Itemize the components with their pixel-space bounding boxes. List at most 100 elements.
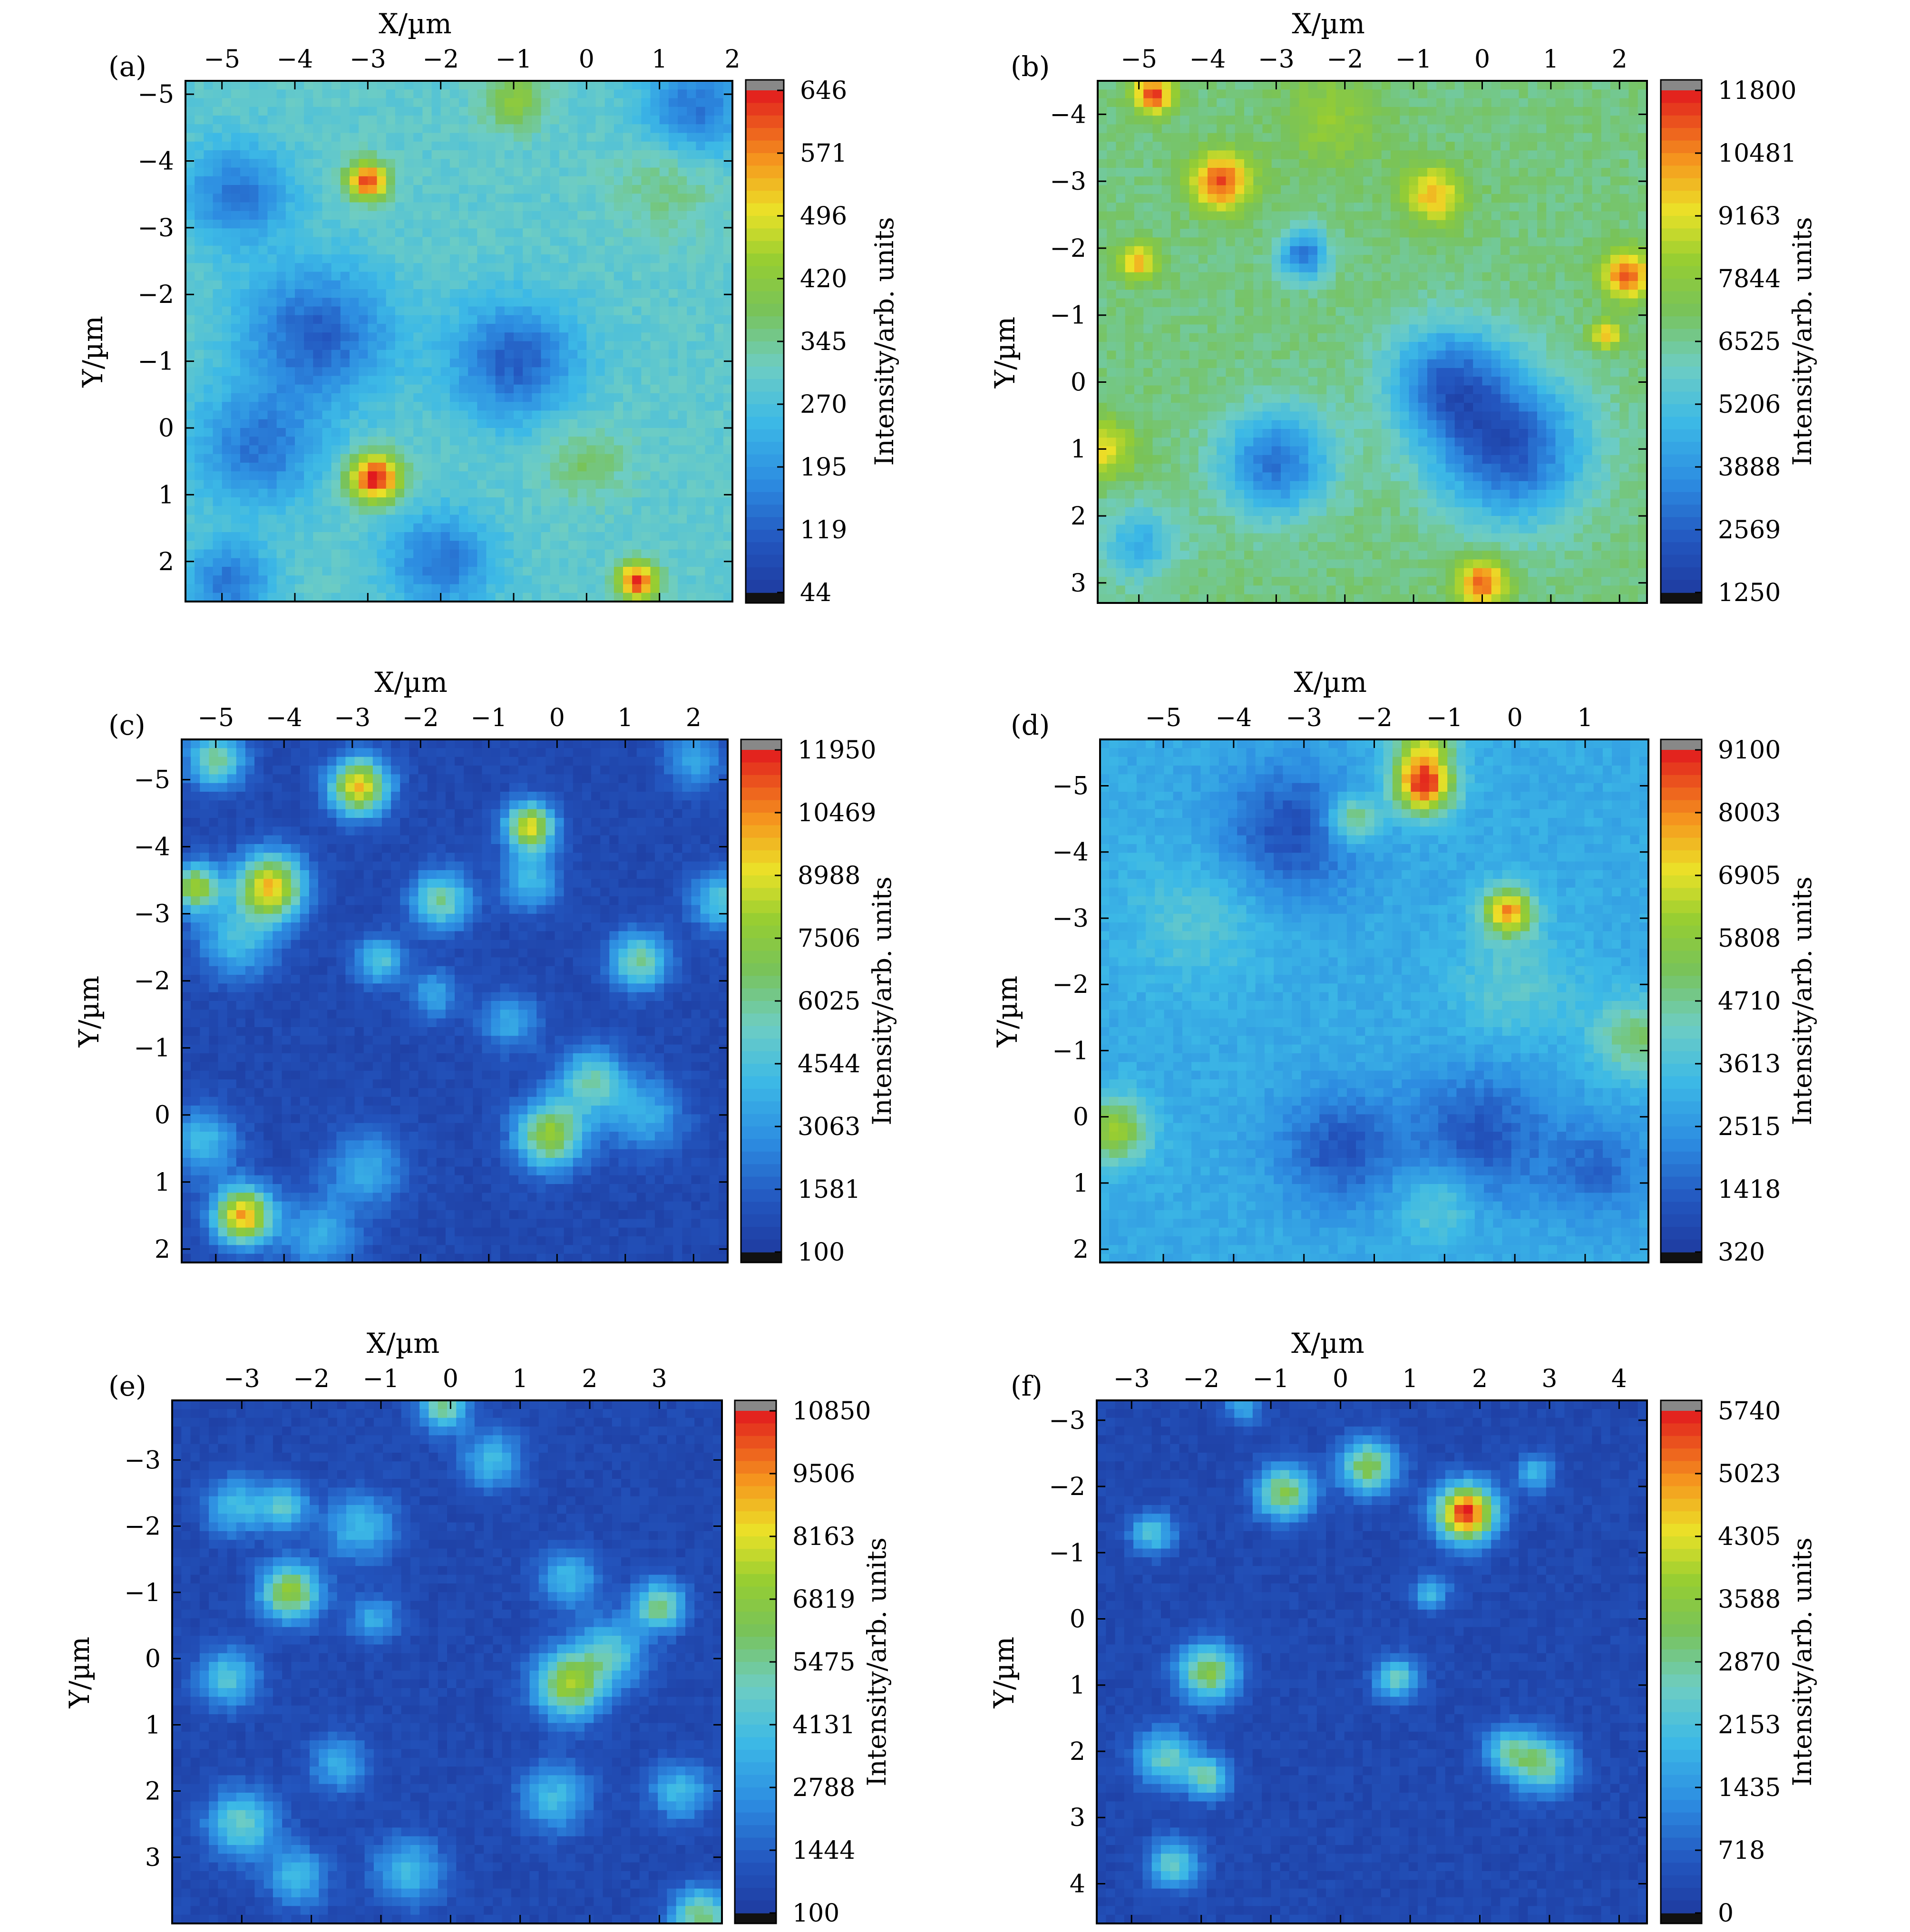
heatmap-cell <box>660 324 669 333</box>
heatmap-cell <box>614 350 624 359</box>
heatmap-cell <box>304 89 313 98</box>
heatmap-cell <box>532 437 541 446</box>
heatmap-cell <box>641 237 651 246</box>
heatmap-cell <box>477 367 487 376</box>
heatmap-cell <box>651 203 660 212</box>
heatmap-cell <box>623 359 633 368</box>
heatmap-cell <box>359 307 368 316</box>
heatmap-cell <box>1199 377 1208 386</box>
heatmap-cell <box>550 515 560 524</box>
heatmap-cell <box>422 541 432 550</box>
heatmap-cell <box>359 558 368 567</box>
heatmap-cell <box>705 203 715 212</box>
heatmap-cell <box>1226 464 1236 473</box>
heatmap-cell <box>404 81 414 90</box>
heatmap-cell <box>514 211 523 220</box>
heatmap-cell <box>277 228 286 237</box>
heatmap-cell <box>341 393 350 402</box>
heatmap-cell <box>222 176 232 185</box>
heatmap-cell <box>1143 473 1153 482</box>
heatmap-cell <box>532 497 541 506</box>
heatmap-cell <box>231 246 241 255</box>
heatmap-cell <box>368 541 377 550</box>
heatmap-cell <box>623 203 633 212</box>
heatmap-cell <box>432 185 441 194</box>
heatmap-cell <box>1189 316 1199 325</box>
heatmap-cell <box>1217 447 1226 456</box>
heatmap-cell <box>523 489 532 498</box>
heatmap-cell <box>213 584 223 593</box>
heatmap-cell <box>1134 585 1144 594</box>
heatmap-cell <box>395 350 405 359</box>
heatmap-cell <box>651 480 660 489</box>
heatmap-cell <box>505 332 514 341</box>
heatmap-cell <box>586 176 596 185</box>
heatmap-cell <box>304 150 313 159</box>
heatmap-cell <box>559 133 569 142</box>
heatmap-cell <box>577 176 587 185</box>
heatmap-cell <box>404 550 414 559</box>
heatmap-cell <box>413 341 423 350</box>
heatmap-cell <box>377 307 387 316</box>
heatmap-cell <box>477 307 487 316</box>
heatmap-cell <box>331 446 341 455</box>
heatmap-cell <box>268 558 277 567</box>
heatmap-cell <box>1153 89 1162 98</box>
heatmap-cell <box>678 315 687 324</box>
heatmap-cell <box>295 402 304 411</box>
heatmap-cell <box>651 246 660 255</box>
heatmap-cell <box>568 124 578 133</box>
heatmap-cell <box>1125 420 1135 429</box>
heatmap-cell <box>413 350 423 359</box>
heatmap-cell <box>1217 386 1226 395</box>
heatmap-cell <box>422 584 432 593</box>
heatmap-cell <box>231 185 241 194</box>
heatmap-cell <box>614 324 624 333</box>
heatmap-cell <box>514 203 523 212</box>
heatmap-cell <box>377 359 387 368</box>
heatmap-cell <box>304 159 313 168</box>
heatmap-cell <box>404 203 414 212</box>
heatmap-cell <box>286 289 295 298</box>
heatmap-cell <box>350 575 359 584</box>
heatmap-cell <box>249 463 259 472</box>
heatmap-cell <box>660 497 669 506</box>
heatmap-cell <box>368 211 377 220</box>
heatmap-cell <box>487 376 496 385</box>
heatmap-cell <box>395 376 405 385</box>
heatmap-cell <box>1180 220 1189 229</box>
heatmap-cell <box>313 272 322 281</box>
heatmap-cell <box>632 124 642 133</box>
heatmap-cell <box>687 454 696 463</box>
heatmap-cell <box>213 246 223 255</box>
heatmap-cell <box>222 228 232 237</box>
heatmap-cell <box>559 185 569 194</box>
heatmap-cell <box>523 350 532 359</box>
heatmap-cell <box>605 385 614 394</box>
heatmap-cell <box>532 332 541 341</box>
heatmap-cell <box>204 359 213 368</box>
heatmap-cell <box>1226 560 1236 569</box>
heatmap-cell <box>1171 281 1180 290</box>
heatmap-cell <box>1134 394 1144 403</box>
heatmap-cell <box>249 89 259 98</box>
heatmap-cell <box>541 428 551 437</box>
heatmap-cell <box>1281 89 1290 98</box>
heatmap-cell <box>386 385 396 394</box>
heatmap-cell <box>1208 350 1217 359</box>
heatmap-cell <box>596 376 605 385</box>
heatmap-cell <box>1153 429 1162 438</box>
heatmap-cell <box>195 350 204 359</box>
heatmap-cell <box>1134 342 1144 351</box>
heatmap-cell <box>322 176 332 185</box>
heatmap-cell <box>532 150 541 159</box>
heatmap-cell <box>1134 350 1144 359</box>
heatmap-cell <box>614 446 624 455</box>
heatmap-cell <box>249 515 259 524</box>
heatmap-cell <box>678 159 687 168</box>
heatmap-cell <box>696 550 705 559</box>
heatmap-cell <box>213 203 223 212</box>
heatmap-cell <box>1217 98 1226 107</box>
heatmap-cell <box>1199 299 1208 308</box>
heatmap-cell <box>586 515 596 524</box>
